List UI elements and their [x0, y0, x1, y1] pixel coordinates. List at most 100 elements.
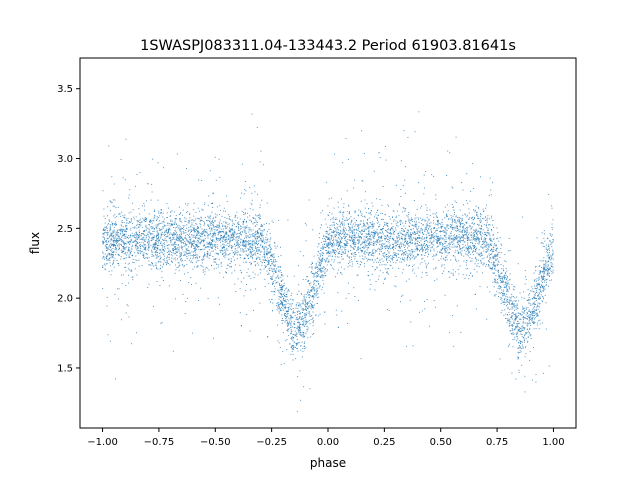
data-point	[534, 310, 536, 312]
data-point	[269, 250, 271, 252]
data-point	[515, 326, 517, 328]
data-point	[384, 243, 386, 245]
data-point	[467, 244, 469, 246]
data-point	[261, 247, 263, 249]
data-point	[282, 301, 284, 303]
data-point	[259, 302, 261, 304]
data-point	[541, 260, 543, 262]
data-point	[524, 335, 525, 337]
data-point	[153, 305, 154, 307]
data-point	[259, 218, 261, 220]
data-point	[508, 314, 510, 316]
data-point	[289, 319, 291, 321]
data-point	[293, 275, 295, 277]
data-point	[278, 304, 280, 305]
data-point	[157, 234, 159, 236]
data-point	[296, 293, 298, 295]
data-point	[172, 350, 174, 352]
data-point	[354, 212, 356, 214]
data-point	[514, 286, 516, 288]
data-point	[222, 241, 224, 242]
data-point	[503, 284, 505, 286]
data-point	[179, 254, 181, 256]
data-point	[143, 256, 144, 258]
data-point	[301, 318, 303, 320]
data-point	[201, 265, 203, 267]
data-point	[114, 293, 116, 295]
data-point	[336, 241, 338, 243]
data-point	[211, 211, 213, 213]
data-point	[158, 217, 160, 219]
data-point	[528, 294, 530, 296]
data-point	[348, 239, 350, 241]
data-point	[331, 259, 333, 261]
data-point	[474, 239, 476, 241]
data-point	[337, 272, 339, 274]
data-point	[543, 269, 545, 271]
data-point	[225, 271, 226, 273]
data-point	[368, 241, 370, 243]
data-point	[164, 248, 166, 250]
data-point	[212, 221, 213, 223]
data-point	[237, 242, 239, 244]
data-point	[419, 235, 421, 237]
data-point	[116, 233, 118, 235]
data-point	[474, 234, 475, 236]
data-point	[256, 224, 258, 226]
data-point	[536, 324, 538, 326]
data-point	[508, 303, 510, 305]
data-point	[145, 229, 147, 231]
data-point	[166, 212, 168, 214]
data-point	[343, 253, 345, 255]
data-point	[398, 235, 400, 237]
data-point	[395, 223, 397, 225]
data-point	[159, 249, 161, 250]
data-point	[273, 273, 275, 275]
data-point	[542, 322, 543, 324]
data-point	[530, 317, 532, 319]
data-point	[303, 345, 305, 347]
data-point	[496, 259, 498, 261]
data-point	[275, 259, 276, 261]
data-point	[280, 246, 281, 248]
data-point	[182, 264, 184, 266]
data-point	[367, 233, 369, 235]
data-point	[389, 236, 391, 238]
data-point	[416, 209, 418, 211]
data-point	[360, 210, 362, 212]
data-point	[212, 218, 214, 220]
data-point	[117, 234, 119, 236]
data-point	[106, 237, 108, 239]
data-point	[367, 247, 369, 249]
data-point	[220, 230, 221, 232]
data-point	[213, 246, 215, 247]
data-point	[516, 326, 518, 328]
data-point	[511, 333, 513, 334]
data-point	[439, 242, 440, 244]
data-point	[219, 250, 221, 252]
data-point	[455, 249, 457, 251]
data-point	[111, 236, 113, 238]
data-point	[198, 246, 200, 247]
data-point	[108, 145, 110, 147]
data-point	[518, 315, 520, 316]
data-point	[169, 234, 170, 236]
data-point	[357, 229, 359, 231]
data-point	[119, 243, 121, 245]
data-point	[490, 194, 492, 196]
data-point	[203, 221, 205, 222]
data-point	[452, 220, 454, 222]
data-point	[159, 249, 160, 251]
data-point	[132, 259, 134, 260]
data-point	[399, 250, 401, 252]
data-point	[395, 215, 397, 217]
data-point	[316, 287, 318, 289]
data-point	[171, 239, 173, 241]
data-point	[255, 246, 256, 248]
data-point	[423, 174, 425, 176]
data-point	[436, 239, 438, 241]
data-point	[479, 252, 481, 254]
data-point	[302, 321, 304, 323]
data-point	[213, 261, 215, 263]
data-point	[280, 285, 282, 286]
